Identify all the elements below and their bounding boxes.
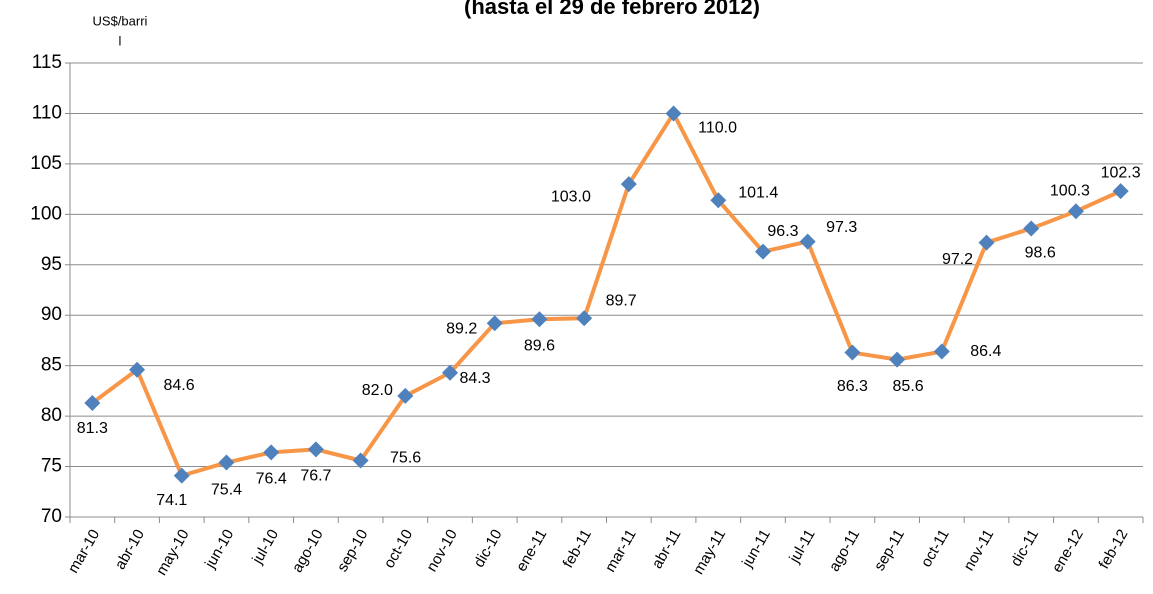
y-tick-label: 105	[30, 153, 62, 174]
data-label: 84.3	[459, 370, 490, 387]
data-label: 89.7	[606, 292, 637, 309]
data-label: 75.4	[211, 482, 242, 499]
x-tick-label: jun-11	[738, 526, 774, 571]
x-tick-label: oct-11	[918, 526, 953, 570]
x-tick-label: nov-10	[423, 526, 461, 574]
marker	[710, 192, 727, 209]
data-label: 81.3	[77, 420, 108, 437]
x-tick-label: jul-11	[786, 526, 819, 566]
x-tick-label: ene-11	[513, 526, 551, 574]
y-axis-label: l	[119, 33, 122, 48]
marker	[1067, 203, 1084, 220]
data-label: 82.0	[362, 382, 393, 399]
marker	[576, 310, 593, 327]
marker	[1112, 183, 1129, 200]
data-label: 96.3	[767, 223, 798, 240]
x-tick-label: dic-11	[1008, 526, 1043, 569]
data-label: 97.3	[826, 219, 857, 236]
data-label: 84.6	[163, 377, 194, 394]
x-tick-label: may-10	[153, 526, 193, 578]
marker	[263, 444, 280, 461]
x-tick-label: feb-12	[1096, 526, 1132, 571]
data-label: 76.4	[256, 471, 287, 488]
marker	[173, 467, 190, 484]
x-tick-label: mar-10	[65, 526, 103, 576]
marker	[933, 343, 950, 360]
data-label: 76.7	[300, 468, 331, 485]
x-tick-label: dic-10	[470, 526, 505, 570]
data-label: 103.0	[551, 188, 591, 205]
y-tick-label: 110	[32, 102, 62, 123]
x-tick-label: sep-11	[871, 526, 908, 573]
data-label: 102.3	[1101, 164, 1141, 181]
x-tick-label: may-11	[690, 526, 729, 577]
x-tick-label: mar-11	[602, 526, 640, 575]
line	[91, 111, 1122, 478]
data-label: 89.2	[446, 321, 477, 338]
chart-title: (hasta el 29 de febrero 2012)	[464, 0, 760, 19]
x-tick-label: abr-10	[112, 526, 148, 572]
marker	[442, 364, 459, 381]
marker	[1023, 220, 1040, 237]
marker	[307, 441, 324, 458]
y-tick-label: 115	[32, 52, 62, 73]
marker	[129, 361, 146, 378]
data-label: 101.4	[738, 184, 778, 201]
y-axis-label: US$/barri	[93, 13, 148, 28]
marker	[978, 234, 995, 251]
x-tick-label: sep-10	[334, 526, 372, 574]
data-label: 89.6	[524, 337, 555, 354]
data-label: 74.1	[156, 492, 187, 509]
y-tick-label: 85	[41, 355, 62, 376]
y-tick-label: 80	[41, 405, 62, 426]
y-tick-label: 70	[41, 506, 62, 527]
marker	[531, 311, 548, 328]
x-tick-label: feb-11	[560, 526, 595, 570]
x-tick-label: jul-10	[249, 526, 283, 567]
data-label: 86.4	[970, 343, 1001, 360]
x-tick-label: ene-12	[1049, 526, 1087, 575]
x-tick-label: nov-11	[960, 526, 997, 573]
marker	[665, 105, 682, 122]
marker	[799, 233, 816, 250]
y-tick-label: 100	[30, 203, 62, 224]
marker	[889, 351, 906, 368]
marker	[844, 344, 861, 361]
x-tick-label: ago-11	[826, 526, 864, 574]
marker	[620, 176, 637, 193]
x-tick-label: oct-10	[381, 526, 417, 571]
x-tick-label: jun-10	[201, 526, 237, 571]
x-tick-label: ago-10	[289, 526, 327, 575]
data-label: 100.3	[1050, 183, 1090, 200]
marker	[84, 394, 101, 411]
marker	[397, 387, 414, 404]
marker	[754, 243, 771, 260]
data-label: 85.6	[893, 378, 924, 395]
data-label: 86.3	[837, 378, 868, 395]
y-tick-label: 75	[41, 456, 62, 477]
data-label: 75.6	[390, 450, 421, 467]
marker	[218, 454, 235, 471]
y-tick-label: 90	[41, 304, 62, 325]
data-label: 97.2	[942, 251, 973, 268]
data-label: 110.0	[698, 120, 737, 137]
data-label: 98.6	[1025, 245, 1056, 262]
marker	[486, 315, 503, 332]
x-tick-label: abr-11	[649, 526, 685, 571]
marker	[352, 452, 369, 469]
y-tick-label: 95	[41, 254, 62, 275]
